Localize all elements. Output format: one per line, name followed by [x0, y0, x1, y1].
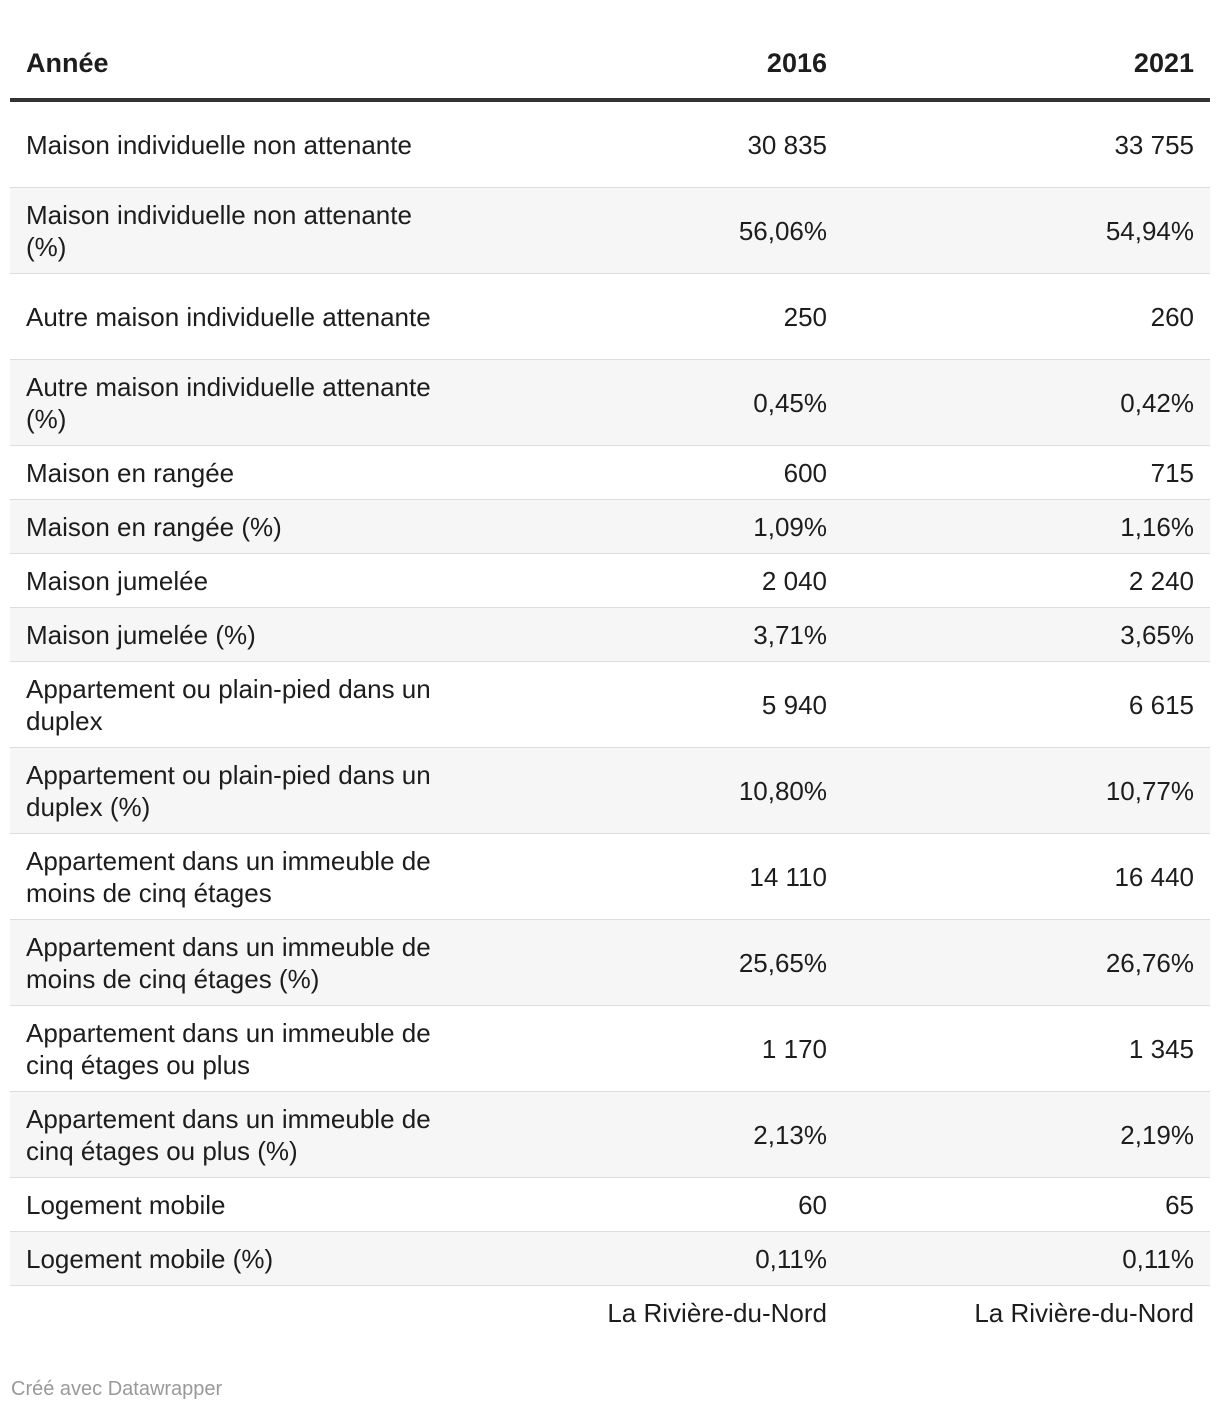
data-table-container: Année 2016 2021 Maison individuelle non … [10, 28, 1210, 1340]
cell-value-2016: 250 [450, 273, 843, 360]
table-row: Appartement dans un immeuble de cinq éta… [10, 1005, 1210, 1092]
cell-value-2021: 1 345 [843, 1005, 1210, 1092]
data-table: Année 2016 2021 Maison individuelle non … [10, 28, 1210, 1340]
cell-value-2016: 25,65% [450, 919, 843, 1006]
footer-cell-label [10, 1286, 450, 1341]
datawrapper-credit: Créé avec Datawrapper [11, 1378, 223, 1400]
cell-value-2016: 60 [450, 1177, 843, 1232]
row-label: Autre maison individuelle attenante [10, 273, 450, 360]
table-row: Appartement dans un immeuble de moins de… [10, 919, 1210, 1006]
cell-value-2016: 0,45% [450, 359, 843, 446]
table-row: Appartement ou plain-pied dans un duplex… [10, 747, 1210, 834]
cell-value-2016: 5 940 [450, 661, 843, 748]
header-annee: Année [10, 28, 450, 102]
table-row: Appartement ou plain-pied dans un duplex… [10, 661, 1210, 748]
cell-value-2021: 54,94% [843, 187, 1210, 274]
table-row: Maison en rangée 600 715 [10, 445, 1210, 500]
cell-value-2021: 0,11% [843, 1231, 1210, 1286]
header-2021: 2021 [843, 28, 1210, 102]
row-label: Maison en rangée [10, 445, 450, 500]
cell-value-2021: 0,42% [843, 359, 1210, 446]
table-row: Appartement dans un immeuble de moins de… [10, 833, 1210, 920]
footer-cell-2016: La Rivière-du-Nord [607, 1297, 827, 1328]
cell-value-2016: 1 170 [450, 1005, 843, 1092]
cell-value-2021: 1,16% [843, 499, 1210, 554]
cell-value-2016: 1,09% [450, 499, 843, 554]
table-row: Maison individuelle non attenante 30 835 3… [10, 100, 1210, 188]
row-label: Maison individuelle non attenante (%) [10, 187, 450, 274]
row-label: Appartement dans un immeuble de cinq éta… [10, 1091, 450, 1178]
row-label: Autre maison individuelle attenante (%) [10, 359, 450, 446]
table-row: Maison individuelle non attenante (%) 56,… [10, 187, 1210, 274]
table-body: Maison individuelle non attenante 30 835 3… [10, 100, 1210, 1286]
cell-value-2016: 56,06% [450, 187, 843, 274]
row-label: Maison individuelle non attenante [10, 100, 450, 188]
table-row: Logement mobile 60 65 [10, 1177, 1210, 1232]
row-label: Appartement dans un immeuble de cinq éta… [10, 1005, 450, 1092]
table-row: Maison jumelée 2 040 2 240 [10, 553, 1210, 608]
table-row: Logement mobile (%) 0,11% 0,11% [10, 1231, 1210, 1286]
row-label: Logement mobile (%) [10, 1231, 450, 1286]
cell-value-2016: 600 [450, 445, 843, 500]
cell-value-2021: 6 615 [843, 661, 1210, 748]
row-label: Maison jumelée [10, 553, 450, 608]
row-label: Maison en rangée (%) [10, 499, 450, 554]
cell-value-2016: 3,71% [450, 607, 843, 662]
cell-value-2021: 26,76% [843, 919, 1210, 1006]
cell-value-2021: 2,19% [843, 1091, 1210, 1178]
cell-value-2021: 33 755 [843, 100, 1210, 188]
cell-value-2016: 2 040 [450, 553, 843, 608]
cell-value-2021: 715 [843, 445, 1210, 500]
row-label: Logement mobile [10, 1177, 450, 1232]
header-2016: 2016 [450, 28, 843, 102]
row-label: Appartement ou plain-pied dans un duplex [10, 661, 450, 748]
table-header-row: Année 2016 2021 [10, 28, 1210, 102]
table-row: Maison en rangée (%) 1,09% 1,16% [10, 499, 1210, 554]
cell-value-2016: 0,11% [450, 1231, 843, 1286]
table-row: Appartement dans un immeuble de cinq éta… [10, 1091, 1210, 1178]
cell-value-2016: 2,13% [450, 1091, 843, 1178]
row-label: Appartement dans un immeuble de moins de… [10, 919, 450, 1006]
table-footer-row: La Rivière-du-Nord La Rivière-du-Nord [10, 1286, 1210, 1341]
row-label: Appartement ou plain-pied dans un duplex… [10, 747, 450, 834]
table-row: Maison jumelée (%) 3,71% 3,65% [10, 607, 1210, 662]
cell-value-2016: 14 110 [450, 833, 843, 920]
table-row: Autre maison individuelle attenante (%) 0… [10, 359, 1210, 446]
cell-value-2016: 30 835 [450, 100, 843, 188]
cell-value-2021: 10,77% [843, 747, 1210, 834]
cell-value-2021: 2 240 [843, 553, 1210, 608]
cell-value-2016: 10,80% [450, 747, 843, 834]
cell-value-2021: 65 [843, 1177, 1210, 1232]
row-label: Appartement dans un immeuble de moins de… [10, 833, 450, 920]
footer-cell-2021: La Rivière-du-Nord [974, 1297, 1194, 1328]
cell-value-2021: 260 [843, 273, 1210, 360]
cell-value-2021: 16 440 [843, 833, 1210, 920]
row-label: Maison jumelée (%) [10, 607, 450, 662]
cell-value-2021: 3,65% [843, 607, 1210, 662]
table-row: Autre maison individuelle attenante 250 26… [10, 273, 1210, 360]
